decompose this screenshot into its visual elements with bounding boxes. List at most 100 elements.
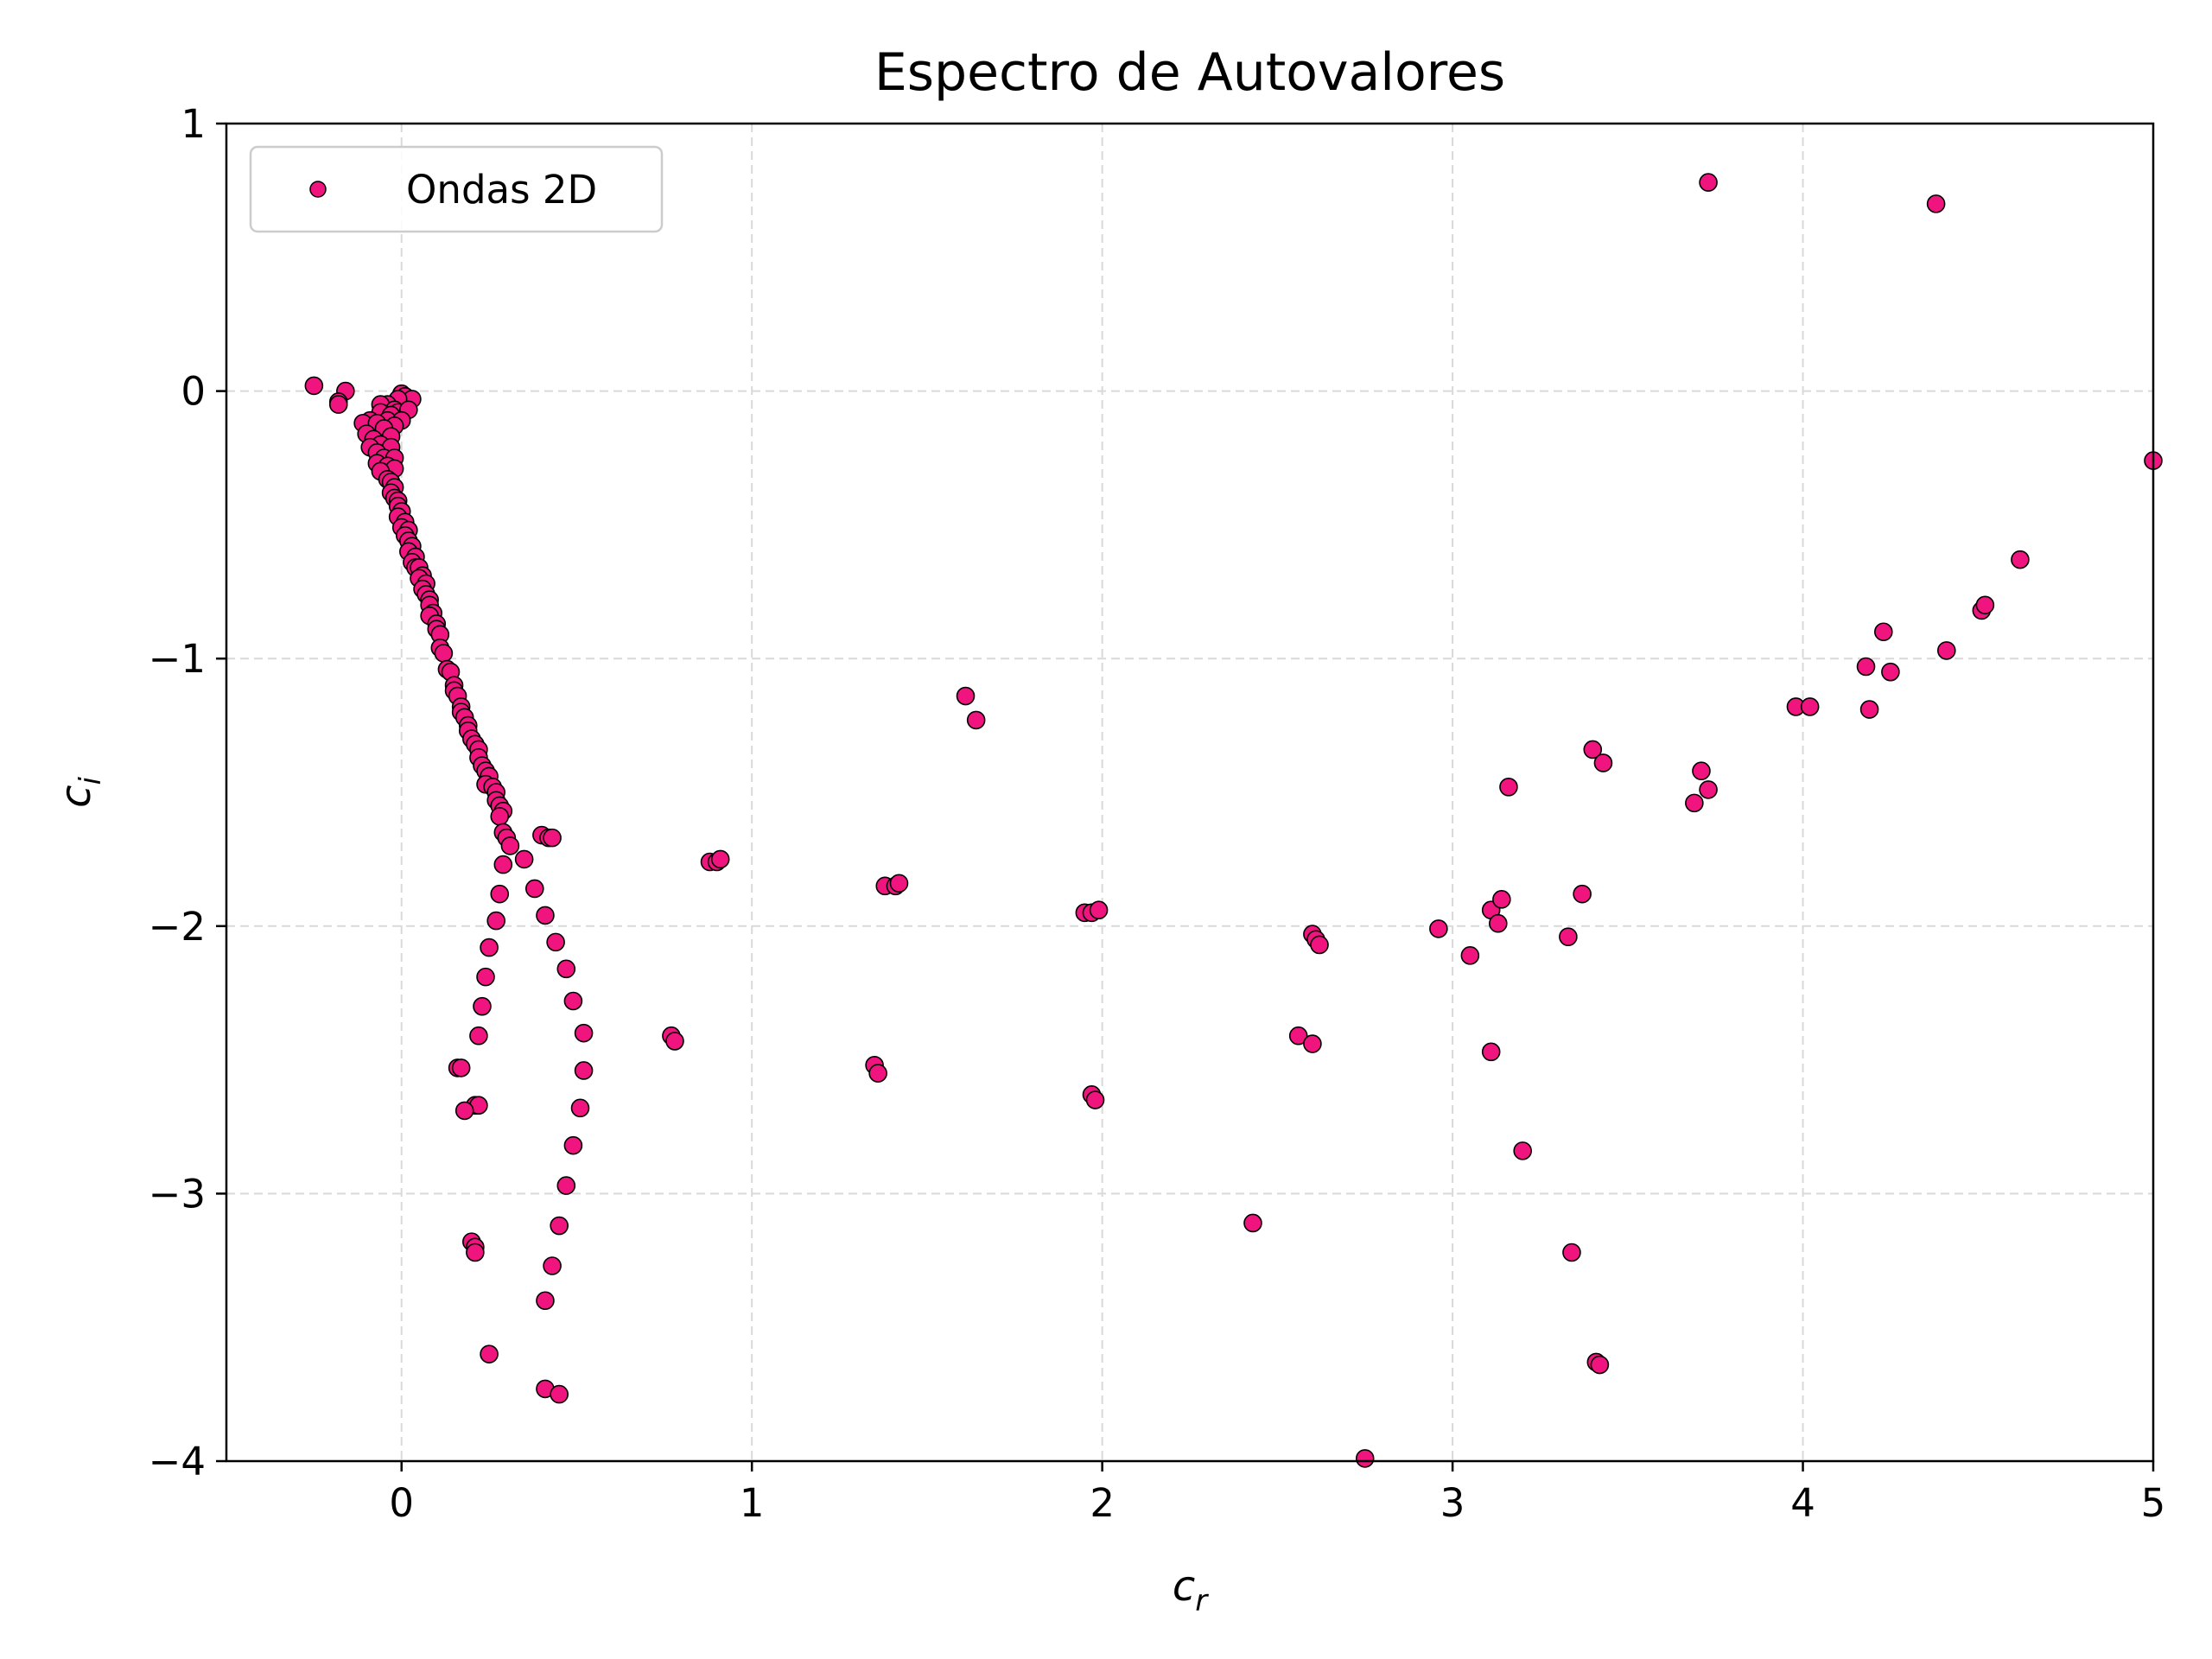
x-axis-label-base: c xyxy=(1173,1562,1195,1611)
data-point xyxy=(556,1176,576,1195)
data-point xyxy=(1085,1090,1105,1109)
data-point xyxy=(469,1026,488,1046)
data-point xyxy=(1699,780,1718,799)
data-point xyxy=(1499,778,1518,797)
data-point xyxy=(1692,761,1711,781)
data-point xyxy=(1559,927,1578,946)
y-tick-label: −1 xyxy=(149,636,206,682)
data-point xyxy=(1429,919,1448,938)
data-point xyxy=(956,686,976,706)
data-point xyxy=(2011,550,2030,569)
data-point xyxy=(514,849,534,869)
data-point xyxy=(1800,697,1820,716)
x-axis-label-subscript: r xyxy=(1195,1584,1209,1618)
x-tick-label: 1 xyxy=(740,1480,765,1526)
data-point xyxy=(889,874,909,893)
data-point xyxy=(1089,900,1109,920)
data-point xyxy=(563,991,583,1011)
data-point xyxy=(480,1344,499,1363)
data-point xyxy=(543,828,562,848)
data-point xyxy=(1492,890,1511,909)
data-point xyxy=(1489,913,1508,933)
data-point xyxy=(490,884,510,904)
y-tick-label: 1 xyxy=(181,101,206,147)
data-point xyxy=(570,1098,590,1118)
data-point xyxy=(563,1135,583,1155)
data-point xyxy=(574,1023,594,1043)
x-axis-label: cr xyxy=(1173,1562,1209,1618)
data-point xyxy=(546,932,565,952)
data-point xyxy=(473,996,492,1016)
y-tick-label: −4 xyxy=(149,1439,206,1484)
data-point xyxy=(1936,641,1956,660)
y-tick-label: −3 xyxy=(149,1171,206,1217)
x-tick-label: 0 xyxy=(389,1480,414,1526)
data-point xyxy=(1859,700,1879,719)
data-point xyxy=(1926,194,1946,213)
legend: Ondas 2D xyxy=(249,145,664,233)
data-point xyxy=(868,1064,887,1083)
plot-frame xyxy=(225,122,2155,1463)
y-tick-label: 0 xyxy=(181,369,206,415)
data-point xyxy=(966,710,986,730)
data-point xyxy=(1310,935,1329,955)
data-point xyxy=(1593,753,1613,772)
data-point xyxy=(543,1256,562,1275)
data-point xyxy=(1590,1355,1610,1375)
data-point xyxy=(1975,595,1995,615)
data-point xyxy=(556,959,576,979)
x-tick-label: 4 xyxy=(1790,1480,1815,1526)
data-point xyxy=(480,938,499,957)
x-tick-label: 3 xyxy=(1440,1480,1465,1526)
data-point xyxy=(1243,1213,1262,1233)
data-point xyxy=(1685,793,1704,813)
data-point xyxy=(1288,1026,1308,1046)
y-axis-label: ci xyxy=(52,777,108,808)
data-point xyxy=(1583,740,1603,760)
data-point xyxy=(451,1058,471,1077)
data-point xyxy=(493,855,513,874)
data-point xyxy=(454,1101,474,1121)
x-tick-label: 2 xyxy=(1090,1480,1115,1526)
data-point xyxy=(476,967,495,987)
y-tick-label: −2 xyxy=(149,904,206,950)
x-tick-label: 5 xyxy=(2141,1480,2166,1526)
data-point xyxy=(1513,1141,1532,1160)
data-point xyxy=(710,849,730,869)
chart-title: Espectro de Autovalores xyxy=(874,42,1505,103)
data-point xyxy=(1562,1243,1581,1262)
data-point xyxy=(500,836,520,855)
data-point xyxy=(1355,1449,1375,1468)
y-axis-label-base: c xyxy=(52,785,100,808)
data-point xyxy=(1481,1042,1501,1062)
legend-marker xyxy=(309,181,327,198)
data-point xyxy=(1856,657,1876,677)
data-point xyxy=(486,911,506,931)
data-point xyxy=(574,1061,594,1080)
data-point xyxy=(1460,946,1480,965)
data-point xyxy=(1699,173,1718,192)
data-point xyxy=(304,376,324,396)
data-point xyxy=(1303,1034,1322,1053)
data-point xyxy=(536,906,555,925)
data-point xyxy=(524,879,544,899)
data-point xyxy=(434,644,454,663)
y-axis-label-subscript: i xyxy=(73,777,108,785)
data-point xyxy=(536,1291,555,1311)
legend-box xyxy=(249,145,664,233)
data-point xyxy=(1573,884,1592,904)
data-points xyxy=(304,173,2163,1468)
data-point xyxy=(328,395,348,414)
data-point xyxy=(1874,622,1893,642)
data-point xyxy=(466,1243,485,1262)
data-point xyxy=(550,1384,569,1404)
data-point xyxy=(1881,662,1900,682)
data-point xyxy=(550,1216,569,1236)
y-axis-ticks: −4 −3 −2 −1 0 1 xyxy=(149,101,226,1484)
x-axis-ticks: 0 1 2 3 4 5 xyxy=(389,1461,2165,1526)
data-point xyxy=(665,1032,684,1051)
data-point xyxy=(490,807,510,826)
legend-label: Ondas 2D xyxy=(406,167,597,213)
